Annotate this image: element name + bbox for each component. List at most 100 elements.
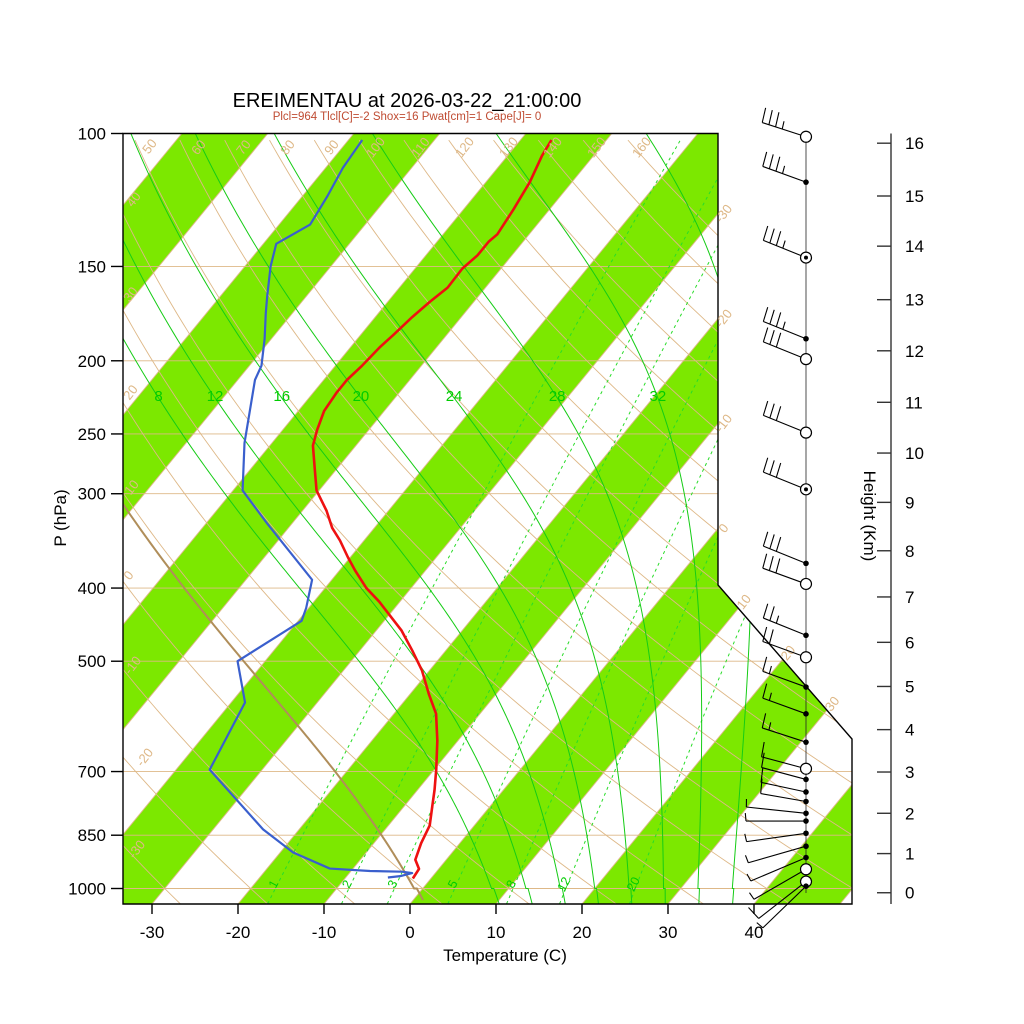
chart-subtitle: Plcl=964 Tlcl[C]=-2 Shox=16 Pwat[cm]=1 C… [272,111,542,123]
moist-adiabat-line [194,133,599,904]
moist-adiabat-label: 8 [154,388,162,405]
temp-tick-label: 10 [487,923,506,942]
isotherm-line [581,133,852,904]
height-tick-label: 9 [905,493,914,512]
height-tick-label: 8 [905,542,914,561]
height-axis-title: Height (Km) [860,471,879,562]
dry-adiabat-line [123,140,268,904]
isotherm-line [123,133,699,904]
dry-adiabat-line [123,140,443,904]
dry-adiabat-line [123,139,617,904]
moist-adiabat-label: 16 [273,388,290,405]
pressure-tick-label: 1000 [68,880,106,899]
height-tick-label: 13 [905,291,924,310]
isotherm-line [123,133,355,904]
dewpoint-curve [208,139,414,879]
temp-tick-label: 40 [745,923,764,942]
temp-tick-label: 20 [573,923,592,942]
isotherm-line [0,134,10,905]
mixing-ratio-label: 20 [624,875,643,894]
height-tick-label: 12 [905,342,924,361]
moist-adiabat-label: 20 [353,388,370,405]
pressure-tick-label: 850 [78,826,106,845]
isotherm-line [0,134,96,905]
height-tick-label: 15 [905,187,924,206]
temp-tick-label: -10 [312,923,337,942]
dry-adiabat-line [123,140,355,904]
green-band [123,133,784,904]
dry-adiabat-line [313,139,852,904]
temp-tick-label: -30 [140,923,165,942]
mixing-ratio-line [341,140,739,904]
dry-adiabat-line [493,139,852,904]
moist-adiabat-label: 12 [207,388,224,405]
pressure-tick-label: 300 [78,485,106,504]
green-band [0,134,96,905]
moist-adiabat-line [495,133,703,904]
green-band [123,133,440,904]
height-tick-label: 14 [905,237,924,256]
parcel-curve [123,133,424,901]
pressure-tick-label: 200 [78,352,106,371]
dry-adiabat-line [134,139,852,904]
dry-adiabat-line [123,140,530,904]
dry-adiabat-line [269,139,852,904]
pressure-tick-label: 700 [78,763,106,782]
dry-adiabat-line [537,139,852,904]
pressure-tick-label: 150 [78,257,106,276]
height-tick-label: 6 [905,633,914,652]
height-tick-label: 3 [905,763,914,782]
isotherm-line [753,133,852,904]
mixing-ratio-line [386,140,775,904]
height-tick-label: 4 [905,721,914,740]
temp-tick-label: -20 [226,923,251,942]
height-tick-label: 0 [905,884,914,903]
green-band [238,133,852,904]
height-tick-label: 2 [905,804,914,823]
wind-barbs [744,107,813,929]
green-band [123,133,612,904]
moist-adiabat-line [123,133,533,904]
isotherm-line [123,133,527,904]
pressure-tick-label: 400 [78,579,106,598]
moist-adiabat-label: 24 [446,388,463,405]
height-tick-label: 11 [905,393,923,412]
moist-adiabat-line [123,133,500,904]
dry-adiabat-label: -20 [133,745,156,769]
pressure-tick-label: 500 [78,652,106,671]
height-tick-label: 5 [905,677,914,696]
dry-adiabat-line [582,139,852,904]
plot-frame [122,132,853,905]
moist-adiabat-line [273,133,633,904]
height-tick-label: 7 [905,588,914,607]
temp-tick-label: 0 [405,923,414,942]
moist-adiabat-label: 28 [549,388,566,405]
isotherm-line [667,133,852,904]
mixing-ratio-label: 12 [554,875,573,894]
isotherm-line [151,133,785,904]
mixing-ratio-line [506,140,852,904]
pressure-axis-title: P (hPa) [51,489,70,546]
green-band [754,133,852,904]
green-band [582,133,852,904]
dry-adiabat-line [358,139,852,904]
isotherm-line [123,133,441,904]
chart-title: EREIMENTAU at 2026-03-22_21:00:00 [232,90,582,112]
dry-adiabat-label: 120 [452,134,477,160]
pressure-tick-label: 250 [78,425,106,444]
dry-adiabat-label: 80 [277,137,298,158]
isotherm-line [123,133,269,904]
temp-axis-title: Temperature (C) [443,946,567,965]
dry-adiabat-label: 50 [139,136,160,157]
dry-adiabat-label: 160 [629,134,654,160]
height-tick-label: 1 [905,845,914,864]
temp-tick-label: 30 [659,923,678,942]
moist-adiabat-label: 32 [650,388,667,405]
dry-adiabat-line [224,139,852,904]
temperature-curve [311,139,553,880]
pressure-tick-label: 100 [78,125,106,144]
moist-adiabat-line [372,133,666,904]
height-tick-label: 16 [905,134,924,153]
